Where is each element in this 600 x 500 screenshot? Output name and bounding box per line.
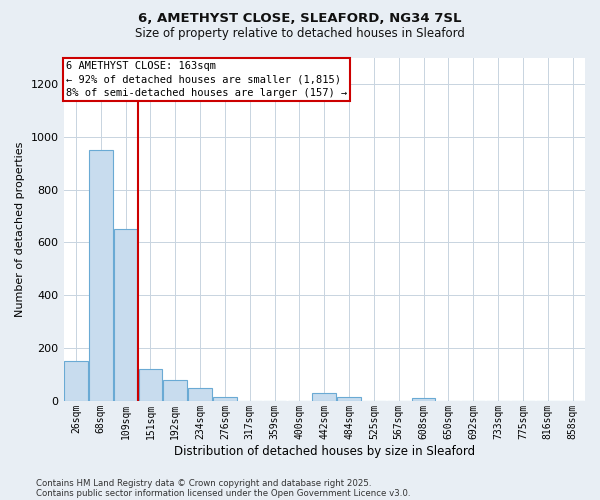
Text: Contains HM Land Registry data © Crown copyright and database right 2025.: Contains HM Land Registry data © Crown c… [36,478,371,488]
Bar [114,229,137,401]
Bar [188,388,212,401]
Text: Contains public sector information licensed under the Open Government Licence v3: Contains public sector information licen… [36,488,410,498]
Bar [213,397,237,401]
Bar [337,397,361,401]
Bar [313,393,336,401]
X-axis label: Distribution of detached houses by size in Sleaford: Distribution of detached houses by size … [174,444,475,458]
Bar [64,362,88,401]
Bar [412,398,436,401]
Text: 6 AMETHYST CLOSE: 163sqm
← 92% of detached houses are smaller (1,815)
8% of semi: 6 AMETHYST CLOSE: 163sqm ← 92% of detach… [66,62,347,98]
Bar [89,150,113,401]
Y-axis label: Number of detached properties: Number of detached properties [15,142,25,317]
Text: Size of property relative to detached houses in Sleaford: Size of property relative to detached ho… [135,28,465,40]
Bar [139,369,162,401]
Bar [163,380,187,401]
Text: 6, AMETHYST CLOSE, SLEAFORD, NG34 7SL: 6, AMETHYST CLOSE, SLEAFORD, NG34 7SL [138,12,462,26]
